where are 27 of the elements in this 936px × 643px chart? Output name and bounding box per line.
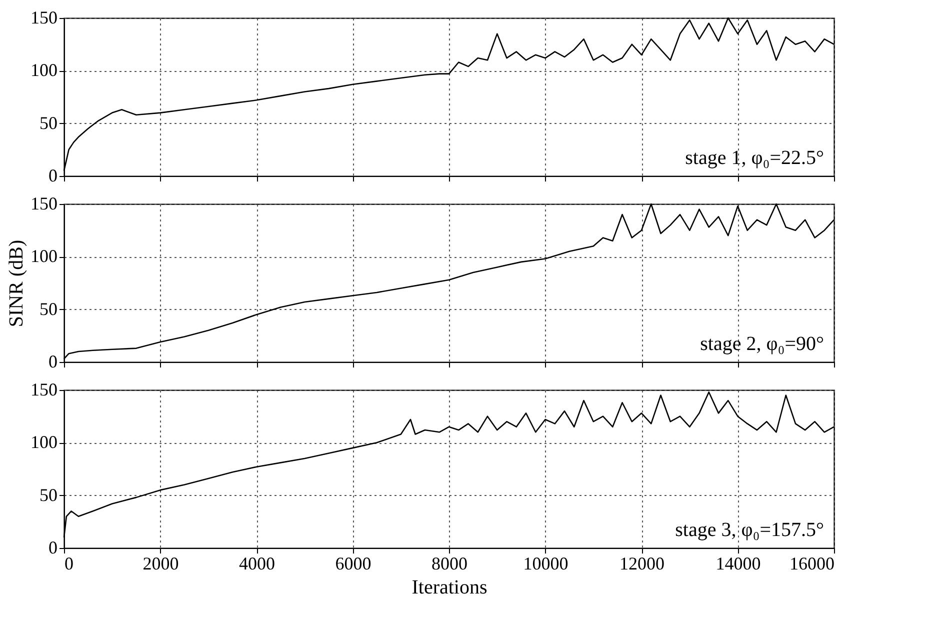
y-tick-label: 0: [48, 352, 58, 372]
x-tick-label: 8000: [432, 554, 468, 574]
y-tick-label: 0: [48, 538, 58, 558]
y-tick-label: 100: [30, 432, 58, 452]
x-axis-title: Iterations: [412, 576, 488, 598]
line-series: [63, 203, 835, 360]
y-tick-label: 150: [30, 380, 58, 400]
y-tick-label: 150: [30, 8, 58, 28]
y-axis-title: SINR (dB): [6, 240, 28, 328]
x-tick-label: 12000: [620, 554, 664, 574]
annotation: stage 1, φ₀=22.5°: [685, 147, 824, 169]
y-tick-label: 100: [30, 246, 58, 266]
annotation: stage 2, φ₀=90°: [700, 333, 824, 355]
y-tick-label: 50: [40, 484, 58, 505]
y-tick-label: 150: [30, 194, 58, 214]
y-tick-label: 50: [40, 112, 58, 133]
x-tick-label: 4000: [239, 554, 275, 574]
x-tick-label: 14000: [716, 554, 761, 574]
y-tick-label: 0: [48, 166, 58, 186]
x-tick-label: 6000: [335, 554, 372, 574]
y-tick-label: 100: [30, 60, 58, 80]
x-tick-label: 2000: [142, 554, 179, 574]
x-tick-label: 10000: [523, 554, 568, 574]
y-tick-label: 50: [40, 298, 58, 319]
x-tick-label: 16000: [790, 554, 834, 574]
x-tick-label: 0: [64, 554, 74, 574]
annotation: stage 3, φ₀=157.5°: [675, 519, 824, 541]
